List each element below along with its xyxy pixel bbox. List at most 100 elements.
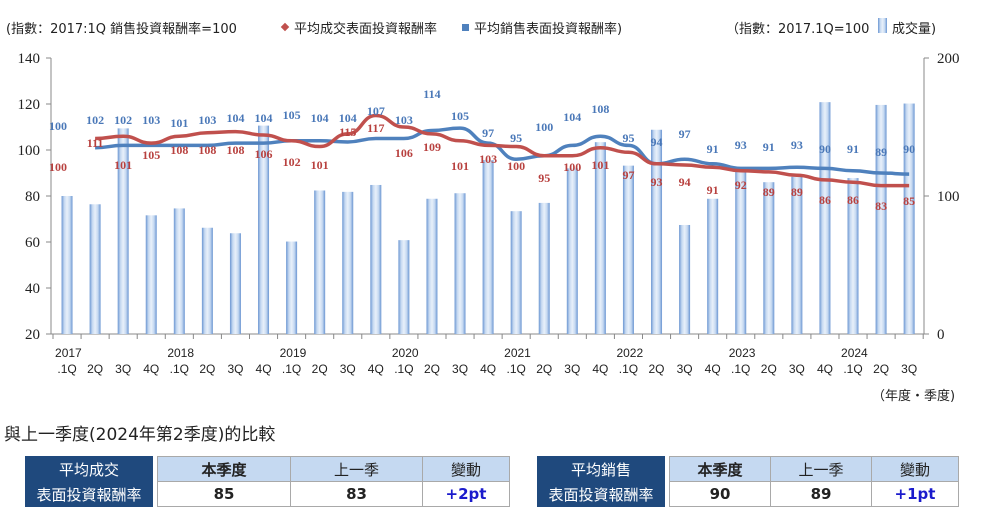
volume-bar (173, 208, 185, 334)
x-year-label: 2024 (841, 346, 868, 360)
x-quarter-label: 3Q (901, 362, 917, 376)
volume-bar (679, 224, 691, 334)
x-quarter-label: 4Q (368, 362, 384, 376)
blue-data-label: 104 (226, 111, 244, 125)
change-value: +1pt (871, 481, 959, 507)
x-quarter-label: 3Q (564, 362, 580, 376)
red-data-label: 102 (283, 155, 301, 169)
blue-data-label: 102 (114, 113, 132, 127)
left-tick-label: 100 (18, 143, 41, 159)
comparison-title: 與上一季度(2024年第2季度)的比較 (4, 425, 276, 445)
blue-data-label: 104 (563, 110, 581, 124)
change-value: +2pt (422, 481, 510, 507)
blue-data-label: 91 (847, 142, 859, 156)
volume-bar (819, 102, 831, 334)
volume-bar (510, 211, 522, 334)
x-quarter-label: 4Q (817, 362, 833, 376)
volume-bar (763, 182, 775, 334)
blue-data-label: 90 (819, 142, 831, 156)
volume-bar (61, 196, 73, 334)
x-quarter-label: 2Q (312, 362, 328, 376)
x-year-label: 2021 (504, 346, 531, 360)
x-quarter-label: 2Q (761, 362, 777, 376)
row-head-line2: 表面投資報酬率 (25, 481, 153, 507)
current-value: 90 (669, 481, 771, 507)
left-tick-label: 20 (25, 327, 40, 343)
volume-bar (145, 215, 157, 334)
x-quarter-label: .1Q (57, 362, 76, 376)
blue-data-label: 97 (482, 126, 494, 140)
col-previous-header: 上一季 (770, 456, 872, 482)
roi-index-chart: (指數：2017:1Q 銷售投資報酬率=100 平均成交表面投資報酬率 平均銷售… (6, 18, 960, 404)
blue-data-label: 91 (763, 140, 775, 154)
blue-data-label: 101 (170, 116, 188, 130)
red-data-label: 101 (311, 158, 329, 172)
col-current-header: 本季度 (669, 456, 771, 482)
sale-roi-comparison-table: 平均銷售 本季度 上一季 變動 表面投資報酬率 90 89 +1pt (537, 456, 959, 507)
blue-data-label: 108 (591, 102, 609, 116)
volume-bar (735, 168, 747, 334)
volume-bar (651, 129, 663, 334)
x-quarter-label: .1Q (843, 362, 862, 376)
legend-red-series: 平均成交表面投資報酬率 (280, 21, 437, 37)
volume-bar (622, 165, 634, 334)
volume-bar (398, 240, 410, 334)
x-quarter-label: 3Q (340, 362, 356, 376)
right-tick-label: 200 (937, 51, 960, 67)
data-labels: 100 102 102 103 101 103 104 104 105 104 104 107 103 1… (49, 87, 915, 213)
x-quarter-label: 4Q (592, 362, 608, 376)
col-change-header: 變動 (871, 456, 959, 482)
blue-data-label: 91 (707, 142, 719, 156)
blue-data-label: 104 (339, 111, 357, 125)
blue-data-label: 105 (283, 108, 301, 122)
x-ticks: .1Q 2Q 3Q 4Q .1Q 2Q 3Q 4Q .1Q 2Q 3Q 4Q .1Q 2Q 3Q 4Q .1Q 2… (52, 334, 924, 376)
x-quarter-label: .1Q (506, 362, 525, 376)
red-data-label: 85 (903, 194, 915, 208)
x-quarter-label: 3Q (677, 362, 693, 376)
red-data-label: 117 (367, 121, 384, 135)
blue-data-label: 95 (510, 131, 522, 145)
x-year-label: 2019 (280, 346, 307, 360)
volume-bar (286, 241, 298, 334)
red-data-label: 105 (142, 148, 160, 162)
col-current-header: 本季度 (157, 456, 291, 482)
volume-bar (791, 176, 803, 334)
red-data-label: 101 (451, 159, 469, 173)
red-data-label: 91 (707, 183, 719, 197)
legend-volume-note: （指數：2017.1Q=100 (726, 22, 869, 37)
volume-bar (201, 227, 213, 334)
volume-bar (903, 103, 915, 334)
x-quarter-label: 2Q (873, 362, 889, 376)
x-year-label: 2023 (729, 346, 756, 360)
blue-data-label: 94 (651, 135, 663, 149)
volume-bar (258, 125, 270, 335)
red-data-label: 93 (651, 175, 663, 189)
red-data-label: 115 (339, 125, 356, 139)
x-quarter-label: .1Q (394, 362, 413, 376)
red-data-label: 100 (49, 160, 67, 174)
red-data-label: 108 (226, 143, 244, 157)
x-quarter-label: 4Q (256, 362, 272, 376)
blue-data-label: 104 (311, 111, 329, 125)
blue-data-label: 90 (903, 142, 915, 156)
legend-index-note: (指數：2017:1Q 銷售投資報酬率=100 (6, 21, 237, 37)
left-tick-label: 80 (25, 189, 40, 205)
volume-bar (875, 104, 887, 334)
x-quarter-label: 2Q (424, 362, 440, 376)
red-data-label: 94 (679, 175, 691, 189)
red-data-label: 89 (763, 185, 775, 199)
blue-data-label: 104 (255, 111, 273, 125)
volume-bar (426, 198, 438, 334)
x-quarter-label: 2Q (199, 362, 215, 376)
red-data-label: 86 (819, 193, 831, 207)
red-data-label: 83 (875, 199, 887, 213)
blue-data-label: 93 (791, 138, 803, 152)
volume-bar (370, 184, 382, 334)
volume-bar (594, 142, 606, 334)
legend-red-label: 平均成交表面投資報酬率 (294, 21, 437, 37)
red-data-label: 100 (563, 160, 581, 174)
x-year-label: 2017 (55, 346, 82, 360)
red-data-label: 101 (591, 158, 609, 172)
x-quarter-label: .1Q (282, 362, 301, 376)
blue-series-line (95, 126, 910, 176)
